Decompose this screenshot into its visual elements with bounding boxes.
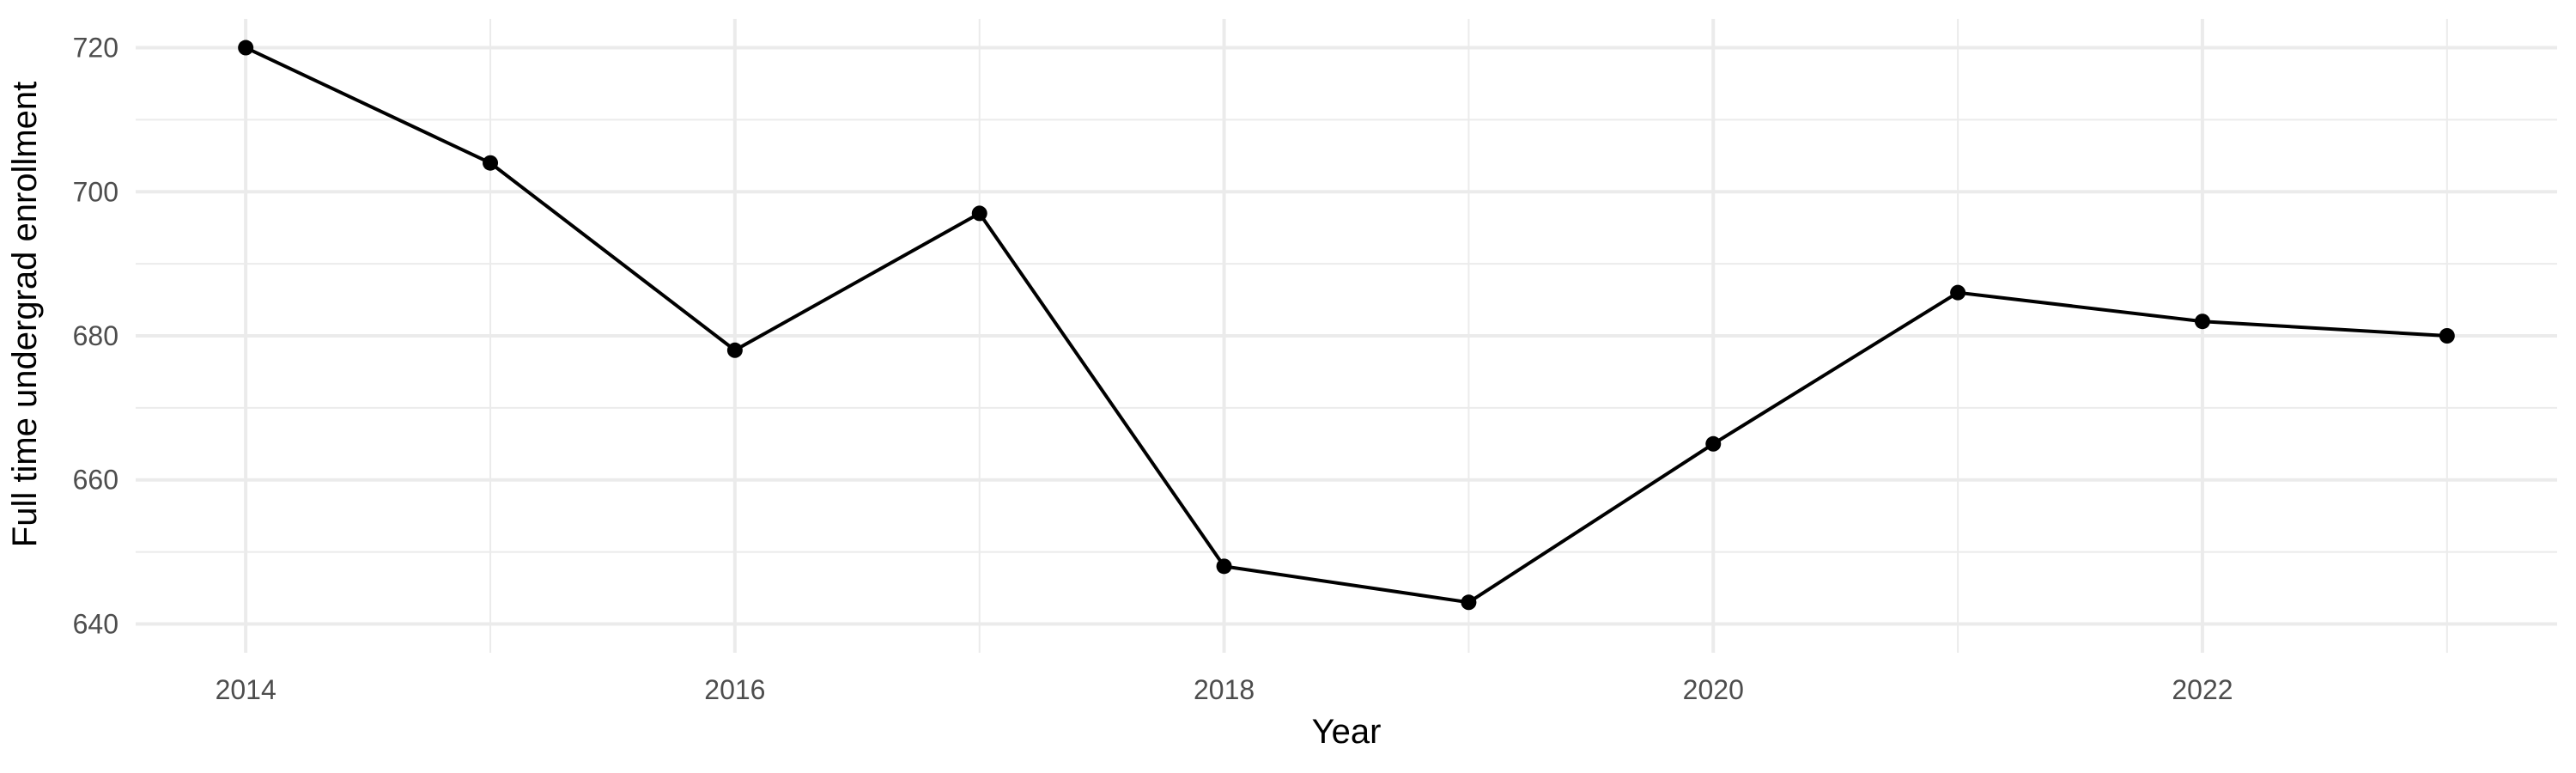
x-tick-label: 2016 [704,674,765,705]
y-tick-label: 660 [73,465,118,496]
data-point [1705,435,1722,452]
x-tick-label: 2020 [1683,674,1744,705]
data-point [1461,594,1477,611]
series-layer [244,46,2449,605]
data-point [2439,328,2455,344]
data-point [726,342,743,358]
y-tick-label: 700 [73,176,118,207]
data-point [238,40,254,56]
data-point [2194,313,2210,330]
data-point [1216,558,1232,575]
y-tick-label: 680 [73,320,118,351]
y-axis-title: Full time undergrad enrollment [6,82,44,547]
series-line [244,46,2449,605]
points-layer [238,40,2455,611]
x-axis-title: Year [1312,713,1382,751]
x-tick-label: 2018 [1194,674,1255,705]
data-point [483,155,499,171]
y-tick-label: 640 [73,608,118,639]
x-tick-label: 2022 [2172,674,2233,705]
x-tick-labels: 2014 2016 2018 2020 2022 [216,674,2233,705]
x-tick-label: 2014 [216,674,276,705]
y-tick-labels: 640 660 680 700 720 [73,33,118,640]
data-point [971,205,987,222]
y-tick-label: 720 [73,33,118,64]
data-point [1950,284,1966,301]
grid-layer [136,19,2557,653]
